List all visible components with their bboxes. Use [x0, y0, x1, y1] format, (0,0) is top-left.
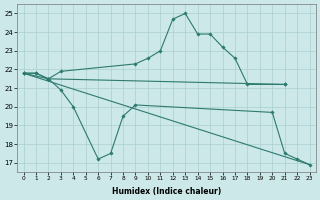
X-axis label: Humidex (Indice chaleur): Humidex (Indice chaleur)	[112, 187, 221, 196]
